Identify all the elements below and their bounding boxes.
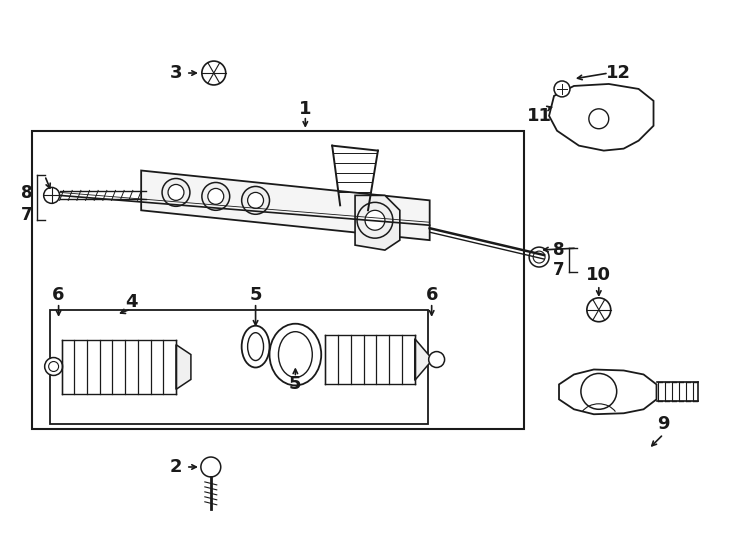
Polygon shape [559,369,656,414]
Text: 6: 6 [52,286,65,304]
Circle shape [202,61,226,85]
Polygon shape [176,345,191,389]
Circle shape [208,188,224,204]
Text: 4: 4 [125,293,137,311]
Text: 7: 7 [21,206,32,224]
Circle shape [357,202,393,238]
Circle shape [533,251,545,263]
Circle shape [168,185,184,200]
Text: 11: 11 [526,107,552,125]
Circle shape [529,247,549,267]
Circle shape [48,361,59,372]
Text: 12: 12 [606,64,631,82]
Circle shape [43,187,59,204]
Circle shape [45,357,62,375]
Text: 2: 2 [170,458,182,476]
Text: 5: 5 [250,286,262,304]
Ellipse shape [241,326,269,368]
Circle shape [429,352,445,368]
Circle shape [365,210,385,230]
Ellipse shape [278,332,312,377]
Circle shape [581,374,617,409]
Text: 3: 3 [170,64,182,82]
Text: 8: 8 [553,241,564,259]
Text: 9: 9 [657,415,669,433]
Text: 5: 5 [289,375,302,394]
Text: 1: 1 [299,100,311,118]
Text: 8: 8 [21,184,32,202]
Bar [50,310,428,424]
Polygon shape [355,195,400,250]
Circle shape [162,179,190,206]
Bar [32,131,524,429]
Circle shape [201,457,221,477]
Ellipse shape [269,323,321,386]
Polygon shape [141,171,429,240]
Circle shape [589,109,608,129]
Polygon shape [415,339,432,380]
Circle shape [241,186,269,214]
Polygon shape [549,84,653,151]
Circle shape [247,192,264,208]
Circle shape [587,298,611,322]
Ellipse shape [247,333,264,361]
Text: 7: 7 [553,261,565,279]
Text: 6: 6 [426,286,438,304]
Circle shape [554,81,570,97]
Circle shape [202,183,230,210]
Text: 10: 10 [586,266,611,284]
